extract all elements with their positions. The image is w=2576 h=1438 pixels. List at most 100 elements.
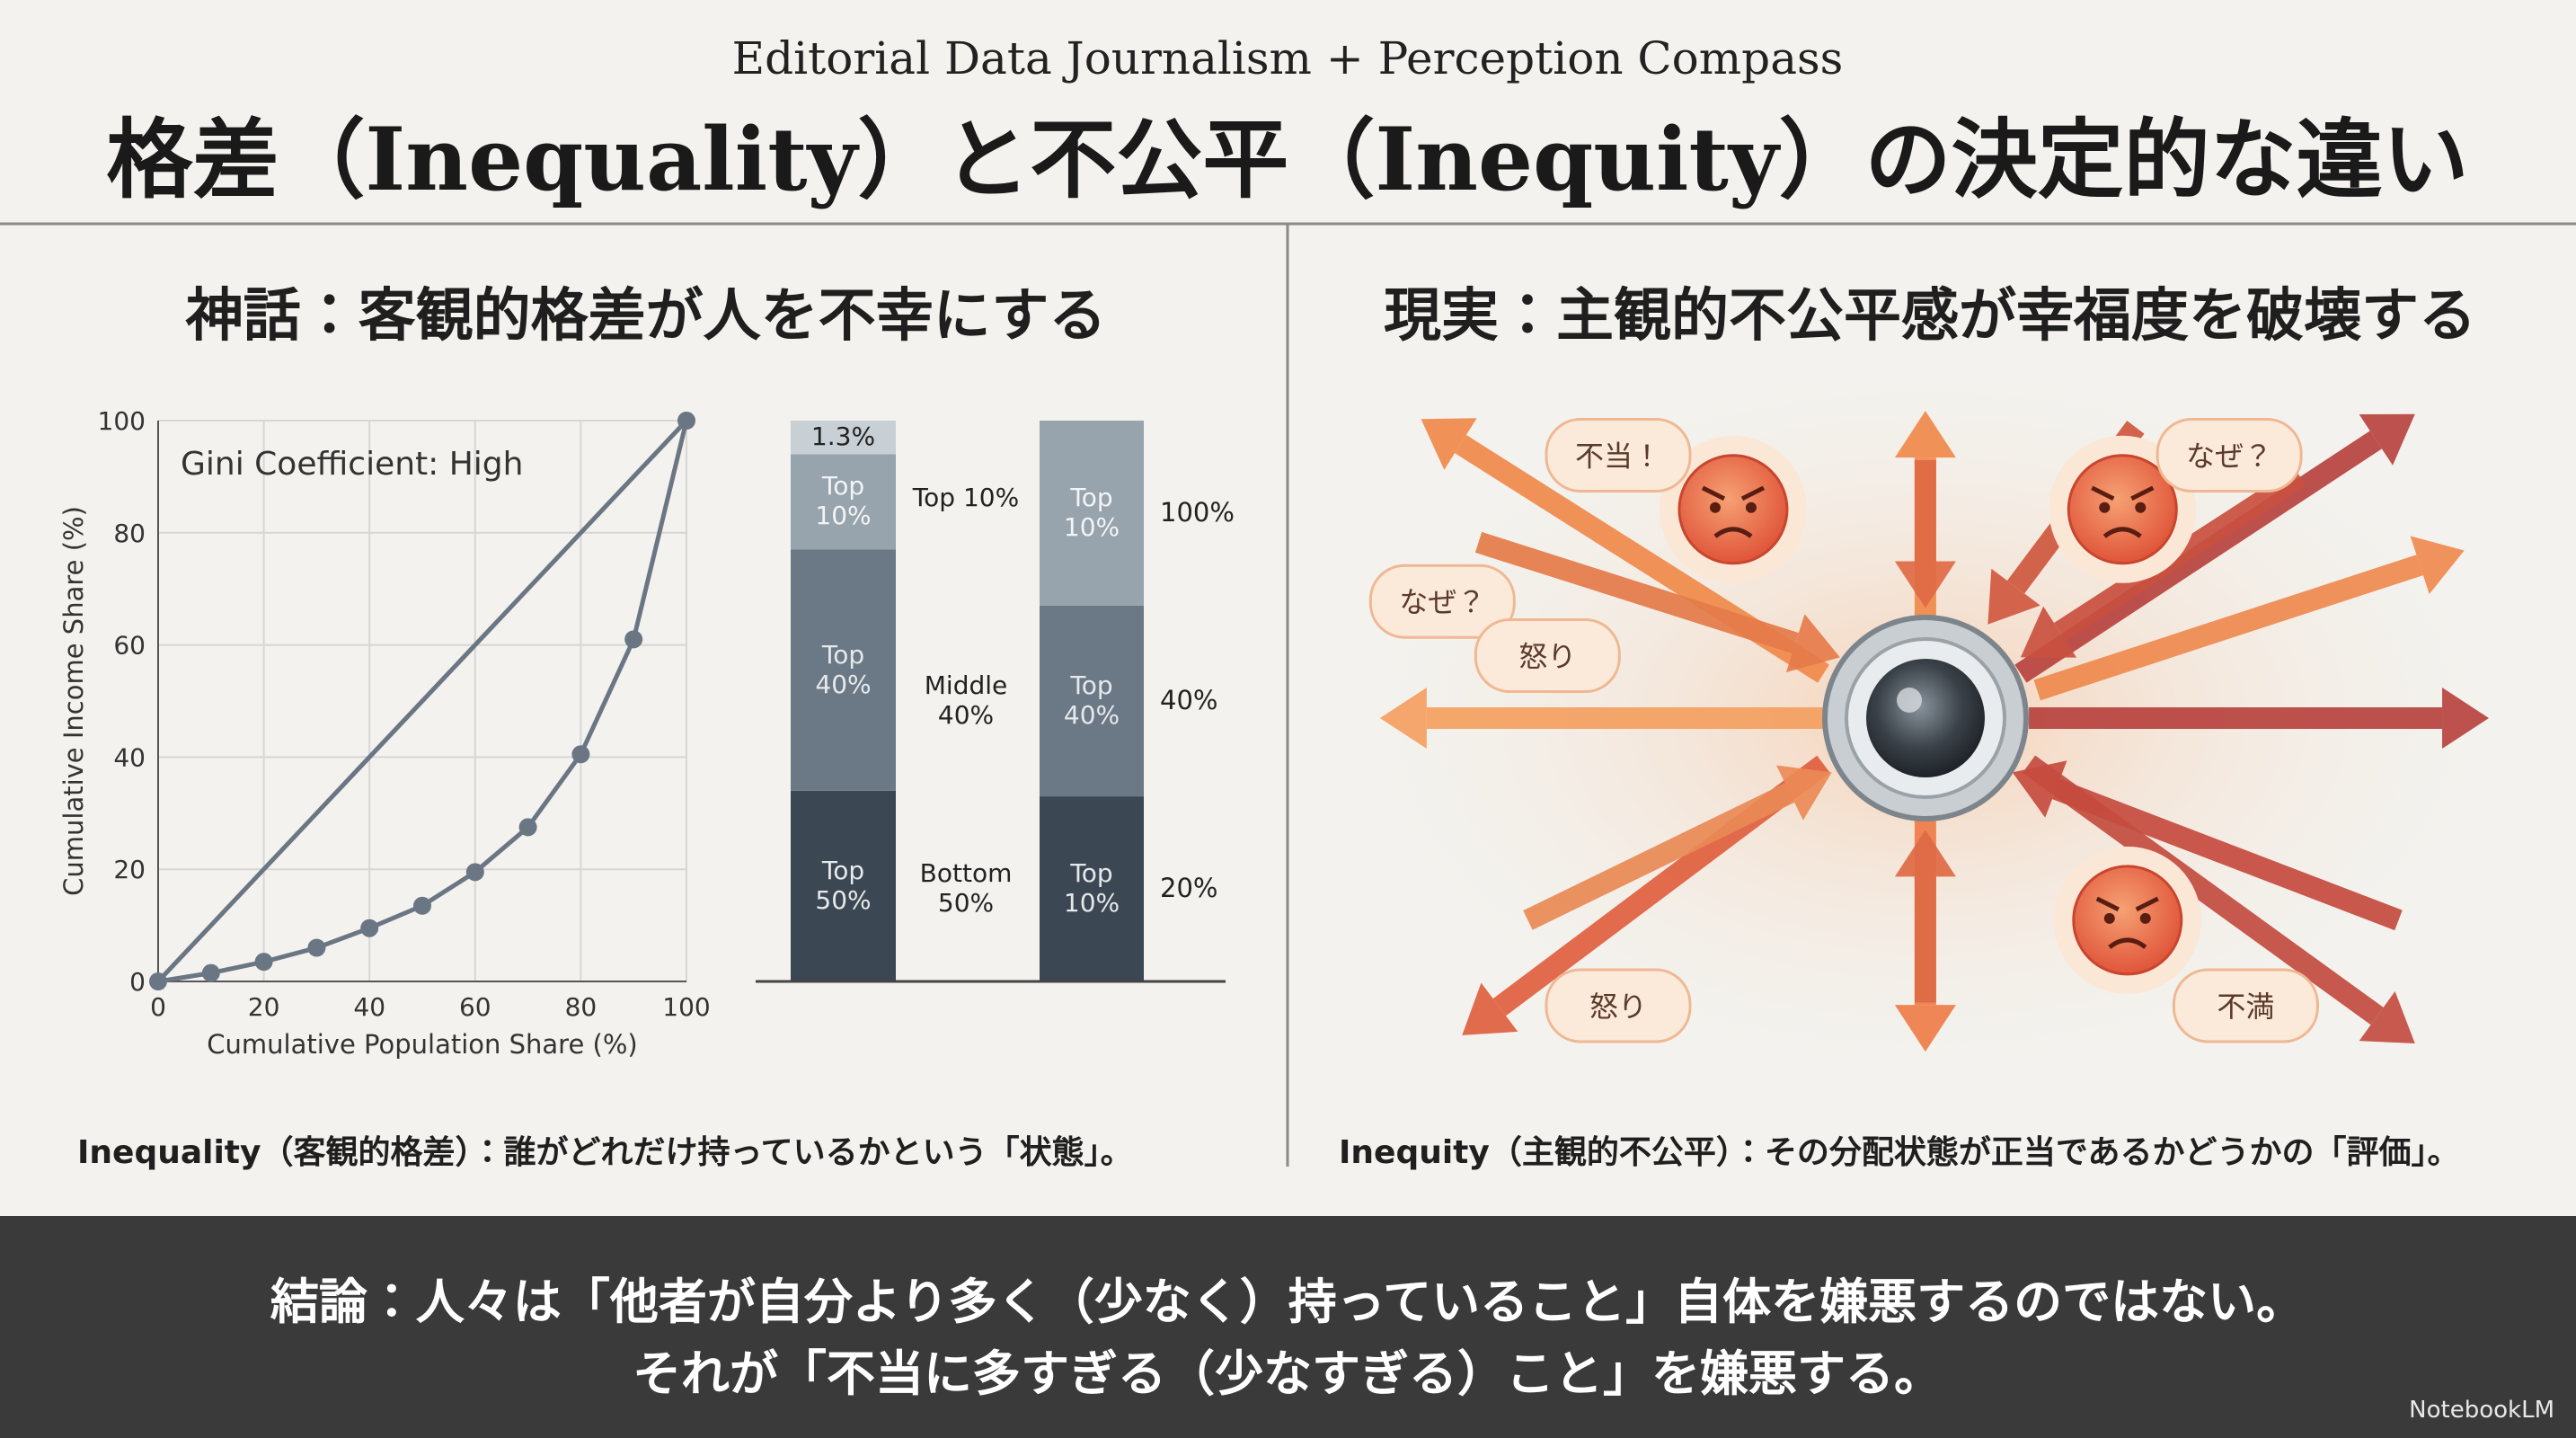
eye-lens: [1866, 659, 1985, 777]
arrow-head: [1987, 568, 2040, 625]
eye-glint: [1897, 688, 1922, 713]
face-brows: [2095, 896, 2159, 912]
conclusion-line: 結論：人々は「他者が自分より多く（少なく）持っていること」自体を嫌悪するのではな…: [270, 1274, 2306, 1330]
arrow-shaft: [2014, 431, 2382, 683]
y-tick-label: 20: [113, 855, 146, 884]
bubble-text: 不当！: [1575, 439, 1661, 473]
face-eye: [2135, 502, 2147, 513]
y-tick-label: 60: [113, 631, 146, 661]
point: [360, 919, 379, 937]
bar-segment: [1040, 796, 1144, 981]
bubble-text: 怒り: [1518, 640, 1576, 674]
title: 格差（Inequality）と不公平（Inequity）の決定的な違い: [106, 109, 2469, 210]
x-axis-label: Cumulative Population Share (%): [207, 1029, 637, 1060]
face-eye: [1709, 502, 1721, 513]
bar-segment: [1040, 421, 1144, 606]
bubble-text: 不満: [2217, 990, 2274, 1024]
point: [571, 745, 590, 764]
angry-face: [1677, 454, 1789, 565]
face-eye: [2139, 912, 2151, 924]
arrow-head: [2012, 760, 2067, 818]
arrow-head: [2410, 536, 2465, 594]
segment-label: Top 10%: [1063, 858, 1120, 919]
conclusion-band: [0, 1216, 2576, 1438]
speech-bubble: [1545, 968, 1692, 1043]
x-tick-label: 20: [248, 992, 280, 1022]
face-mouth: [2102, 527, 2142, 538]
arrow-head: [1894, 561, 1956, 608]
point: [413, 896, 431, 915]
x-tick-label: 100: [662, 992, 710, 1022]
x-tick-label: 60: [459, 992, 491, 1022]
bubble-text: なぜ？: [1399, 585, 1485, 619]
point: [307, 938, 326, 957]
arrow-head: [1462, 982, 1518, 1035]
arrow-shaft: [2033, 555, 2423, 701]
arrow-head: [2359, 991, 2415, 1044]
point: [254, 953, 273, 972]
right-label: 40%: [1160, 685, 1218, 715]
arrow-head: [2020, 606, 2077, 658]
arrow-head: [1421, 418, 1477, 470]
x-tick-label: 0: [150, 992, 166, 1022]
line-series: [156, 419, 688, 983]
middle-label: Middle 40%: [924, 670, 1008, 730]
arrow-head: [1776, 765, 1832, 821]
angry-face: [2067, 454, 2178, 565]
bar-segment: [791, 454, 896, 550]
speech-bubble: [2172, 968, 2319, 1043]
left-caption: Inequality（客観的格差）：誰がどれだけ持っているかという「状態」。: [77, 1134, 1133, 1171]
arrow-head: [1894, 830, 1956, 877]
middle-label: Top 10%: [912, 482, 1020, 512]
arrow-head: [2359, 413, 2415, 466]
arrow-head: [1894, 411, 1956, 458]
arrow-head: [1785, 614, 1840, 672]
face-eye: [2099, 502, 2111, 513]
arrow-head: [1894, 1005, 1956, 1052]
bar-segment: [1040, 605, 1144, 797]
bubble-text: 怒り: [1589, 990, 1647, 1024]
arrow-head: [1379, 688, 1427, 750]
y-tick-label: 80: [113, 519, 146, 548]
segment-label: Top 40%: [815, 639, 872, 699]
angry-face: [2072, 865, 2183, 976]
arrow-shaft: [1474, 531, 1799, 654]
point: [624, 630, 643, 649]
face-mouth: [2108, 937, 2147, 949]
arrow-head: [2442, 688, 2490, 750]
segment-label: Top 10%: [1063, 482, 1120, 542]
bar-segment: [791, 421, 896, 455]
conclusion-line: それが「不当に多すぎる（少なすぎる）こと」を嫌悪する。: [633, 1345, 1943, 1402]
watermark: NotebookLM: [2409, 1397, 2554, 1424]
bubble-text: なぜ？: [2186, 439, 2272, 473]
bar-segment: [791, 790, 896, 981]
annotation: Gini Coefficient: High: [181, 446, 523, 483]
middle-label: Bottom 50%: [919, 858, 1013, 919]
right-caption: Inequity（主観的不公平）：その分配状態が正当であるかどうかの「評価」。: [1339, 1134, 2460, 1171]
face-mouth: [1713, 527, 1753, 538]
segment-label: Top 50%: [815, 855, 872, 915]
point: [465, 863, 484, 882]
face-eye: [2103, 912, 2115, 924]
right-heading: 現実：主観的不公平感が幸福度を破壊する: [1384, 283, 2476, 350]
speech-bubble: [1474, 618, 1621, 694]
left-heading: 神話：客観的格差が人を不幸にする: [185, 283, 1107, 350]
point: [201, 963, 220, 982]
y-tick-label: 40: [113, 742, 146, 772]
y-axis-label: Cumulative Income Share (%): [58, 506, 89, 896]
y-tick-label: 100: [98, 406, 146, 436]
arrow-shaft: [1523, 783, 1795, 930]
face-brows: [1701, 485, 1766, 502]
y-tick-label: 0: [129, 967, 146, 997]
x-tick-label: 40: [353, 992, 385, 1022]
face-eye: [1745, 502, 1757, 513]
segment-label: 1.3%: [810, 421, 876, 451]
right-label: 20%: [1160, 873, 1218, 904]
segment-label: Top 40%: [1063, 670, 1120, 730]
right-label: 100%: [1160, 496, 1235, 528]
point: [518, 818, 537, 837]
speech-bubble: [1368, 564, 1516, 639]
